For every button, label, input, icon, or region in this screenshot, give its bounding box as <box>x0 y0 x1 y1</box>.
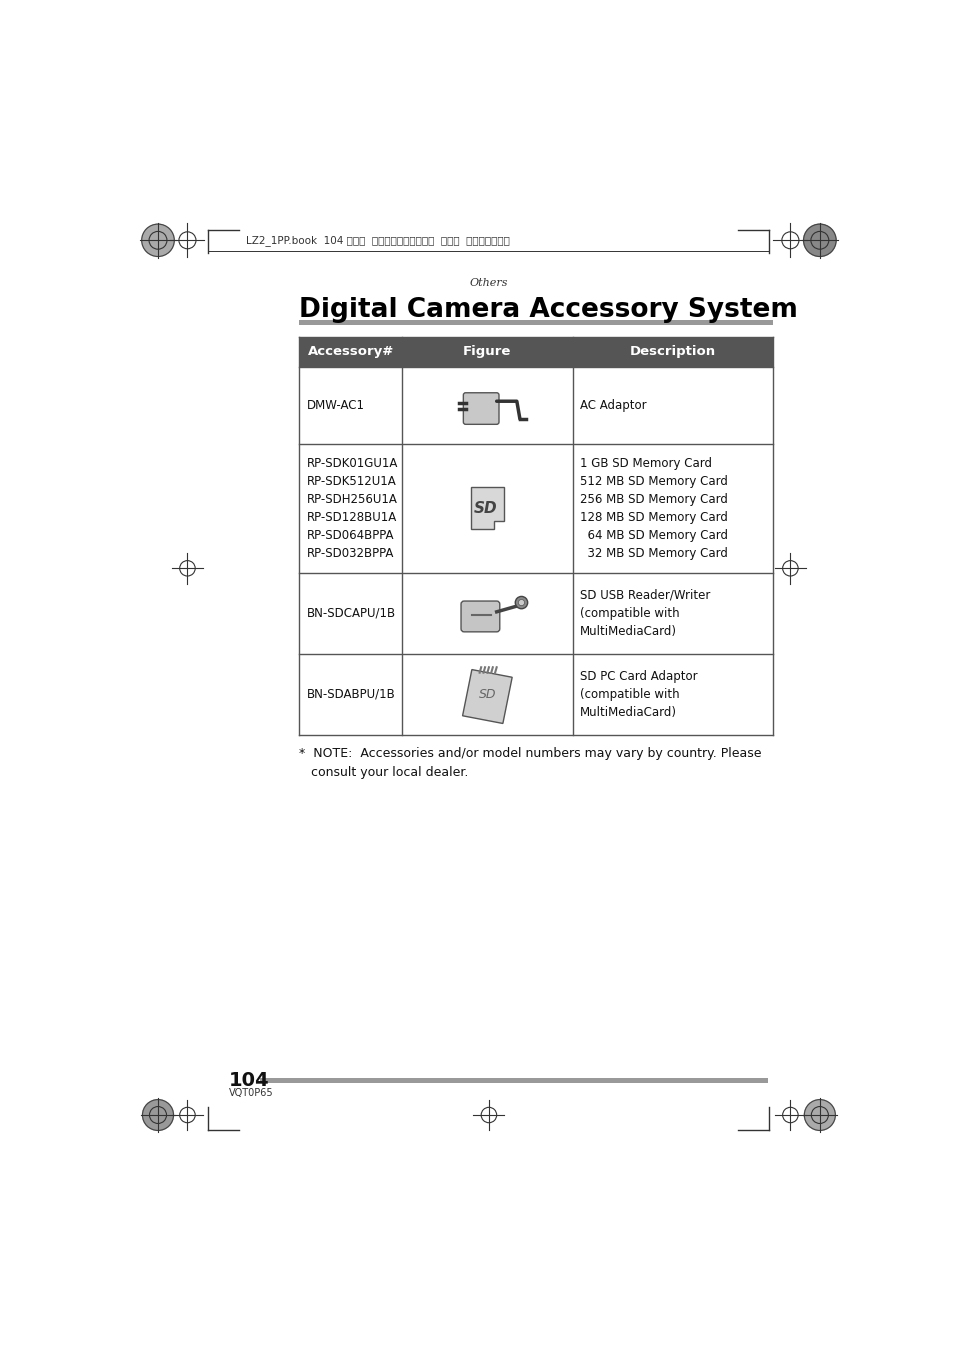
Polygon shape <box>462 670 512 724</box>
Circle shape <box>517 600 524 605</box>
Circle shape <box>515 596 527 609</box>
Text: SD: SD <box>478 687 496 701</box>
Bar <box>260 1078 767 1084</box>
Text: SD: SD <box>474 500 497 516</box>
Text: 1 GB SD Memory Card
512 MB SD Memory Card
256 MB SD Memory Card
128 MB SD Memory: 1 GB SD Memory Card 512 MB SD Memory Car… <box>579 457 727 559</box>
Text: AC Adaptor: AC Adaptor <box>579 399 646 411</box>
Text: *  NOTE:  Accessories and/or model numbers may vary by country. Please
   consul: * NOTE: Accessories and/or model numbers… <box>298 747 760 779</box>
Text: SD PC Card Adaptor
(compatible with
MultiMediaCard): SD PC Card Adaptor (compatible with Mult… <box>579 670 698 718</box>
Text: BN-SDCAPU/1B: BN-SDCAPU/1B <box>307 607 395 620</box>
Text: VQT0P65: VQT0P65 <box>229 1088 274 1097</box>
Text: 104: 104 <box>229 1070 270 1091</box>
Bar <box>298 337 772 367</box>
Circle shape <box>142 1100 173 1131</box>
Text: Others: Others <box>469 278 508 287</box>
Text: Digital Camera Accessory System: Digital Camera Accessory System <box>298 297 797 322</box>
Text: SD USB Reader/Writer
(compatible with
MultiMediaCard): SD USB Reader/Writer (compatible with Mu… <box>579 589 710 638</box>
Bar <box>298 319 772 325</box>
FancyBboxPatch shape <box>463 392 498 425</box>
FancyBboxPatch shape <box>460 601 499 632</box>
Text: LZ2_1PP.book  104 ページ  ２００５年１月１４日  金曜日  午前７時５６分: LZ2_1PP.book 104 ページ ２００５年１月１４日 金曜日 午前７時… <box>245 235 509 245</box>
PathPatch shape <box>471 488 503 528</box>
Text: RP-SDK01GU1A
RP-SDK512U1A
RP-SDH256U1A
RP-SD128BU1A
RP-SD064BPPA
RP-SD032BPPA: RP-SDK01GU1A RP-SDK512U1A RP-SDH256U1A R… <box>307 457 397 559</box>
Text: Accessory#: Accessory# <box>307 345 394 359</box>
Circle shape <box>142 224 174 256</box>
Text: Description: Description <box>629 345 715 359</box>
Text: Figure: Figure <box>463 345 511 359</box>
Circle shape <box>803 1100 835 1131</box>
Text: DMW-AC1: DMW-AC1 <box>307 399 364 411</box>
Text: BN-SDABPU/1B: BN-SDABPU/1B <box>307 687 395 701</box>
Circle shape <box>802 224 835 256</box>
